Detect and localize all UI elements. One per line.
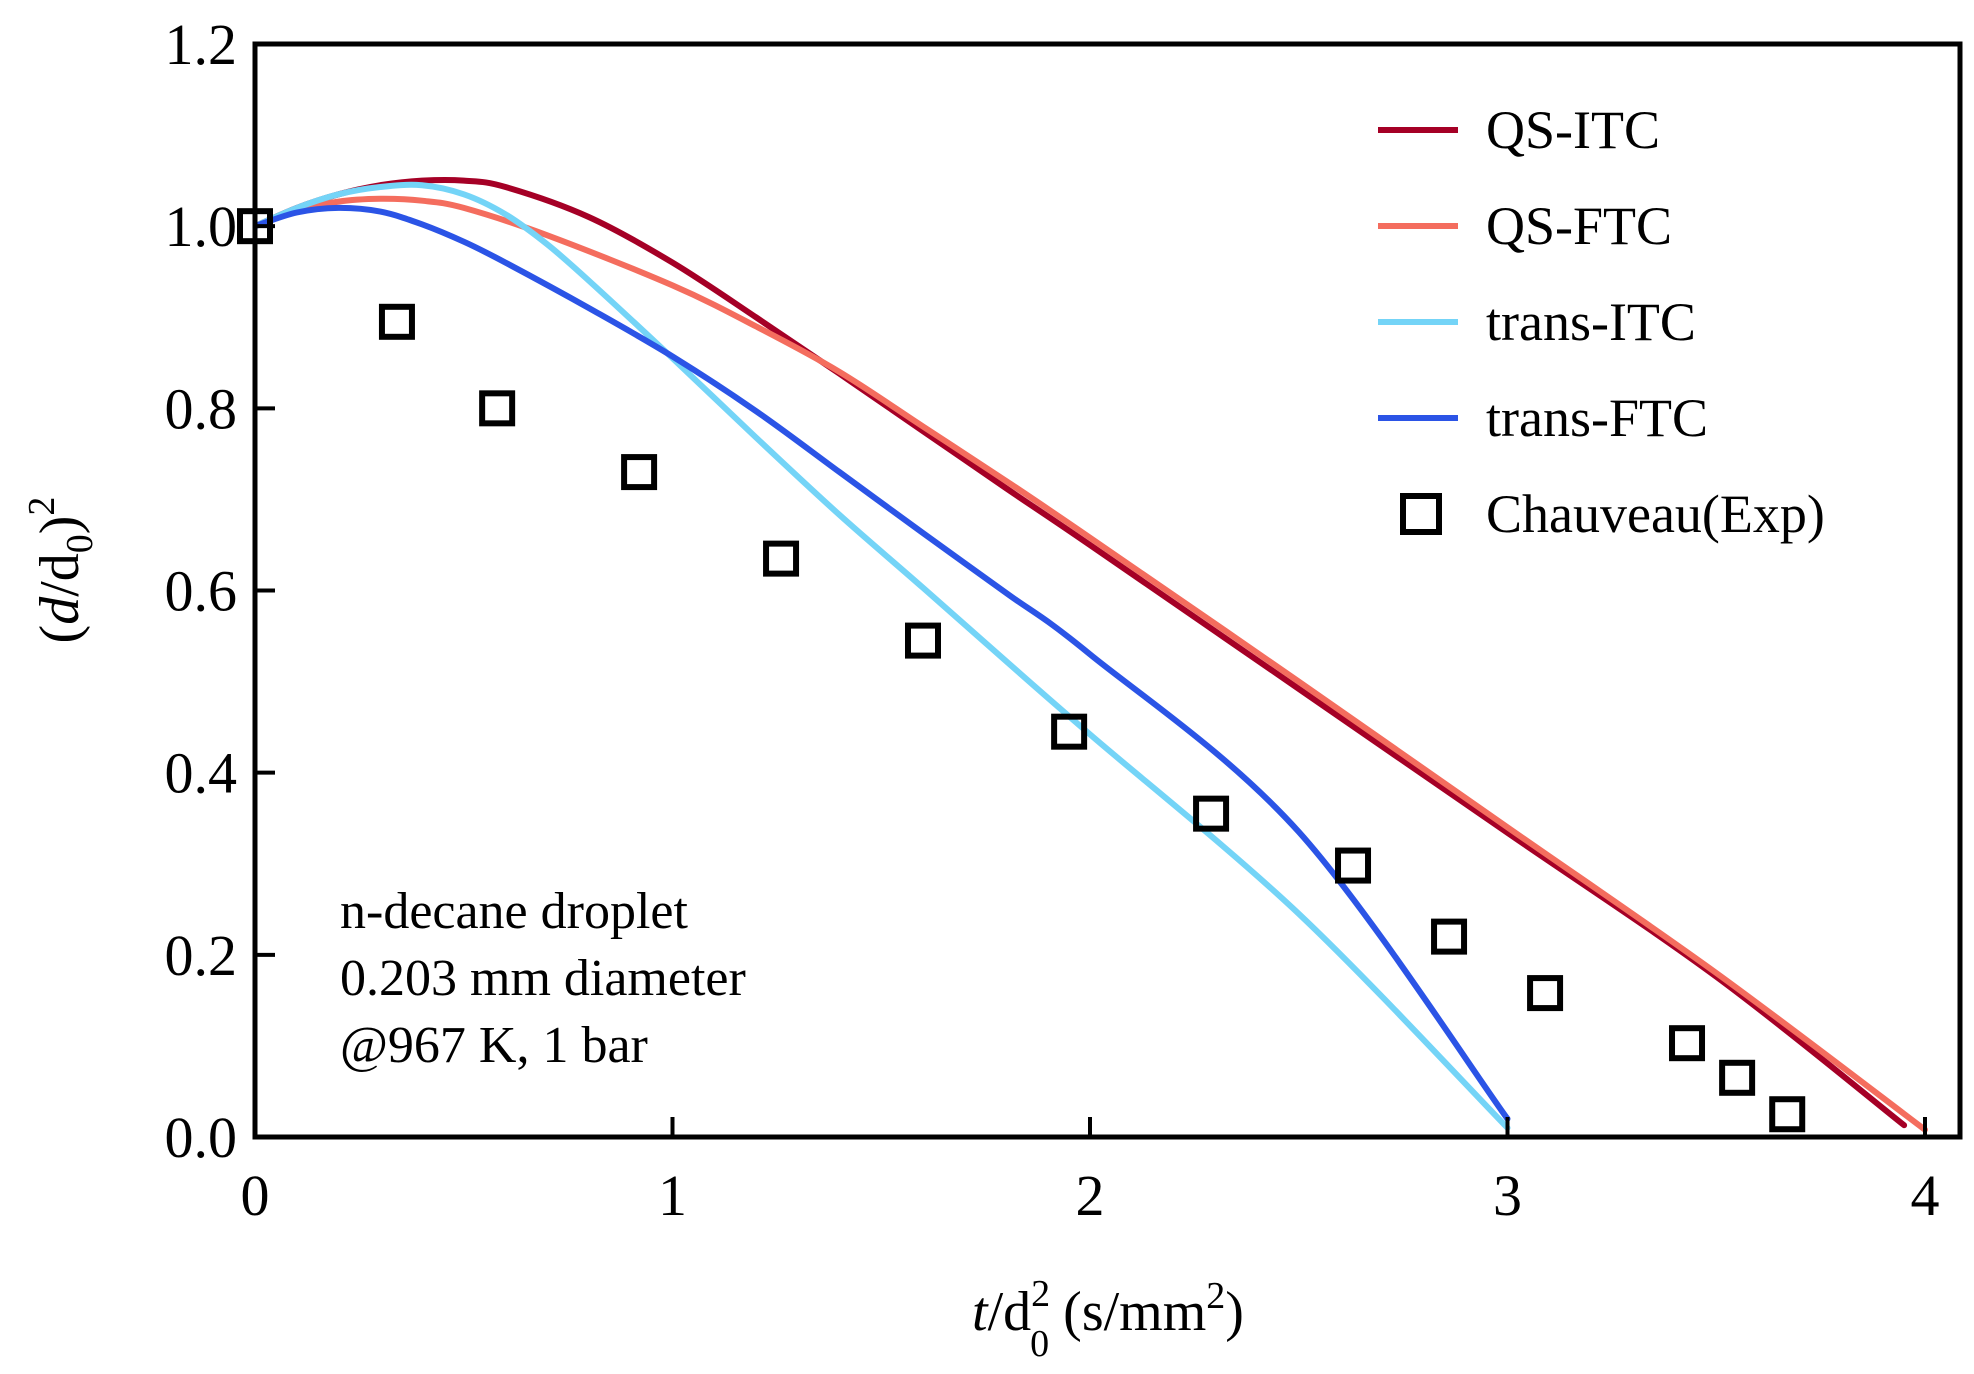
y-tick-label: 0.2 <box>165 923 238 988</box>
legend-label-trans-ftc: trans-FTC <box>1486 388 1708 448</box>
legend-label-qs-ftc: QS-FTC <box>1486 196 1672 256</box>
x-tick-label: 0 <box>241 1163 270 1228</box>
y-tick-label: 0.8 <box>165 376 238 441</box>
y-axis-title: (d/d0)2 <box>21 497 101 644</box>
series-line-trans-itc <box>255 181 1511 1131</box>
data-point-chauveau-exp <box>1719 1059 1756 1096</box>
series-line-qs-ftc <box>255 195 1928 1133</box>
plot-frame <box>252 41 1963 1140</box>
data-point-chauveau-exp <box>763 540 800 577</box>
data-point-chauveau-exp <box>1051 713 1088 750</box>
data-point-chauveau-exp <box>479 390 516 427</box>
data-point-chauveau-exp <box>1335 847 1372 884</box>
data-point-chauveau-exp <box>905 622 941 659</box>
legend-label-qs-itc: QS-ITC <box>1486 100 1660 160</box>
y-tick-label: 1.2 <box>165 12 238 77</box>
x-tick-label: 4 <box>1911 1163 1940 1228</box>
x-tick-label: 2 <box>1076 1163 1105 1228</box>
x-tick-label: 3 <box>1493 1163 1522 1228</box>
annotation-line-1: n-decane droplet <box>340 883 688 940</box>
data-point-chauveau-exp <box>378 303 415 340</box>
x-tick-label: 1 <box>658 1163 687 1228</box>
data-point-chauveau-exp <box>1431 918 1468 955</box>
x-axis-title: t/d2 0 (s/mm2) <box>972 1273 1244 1365</box>
annotation-line-2: 0.203 mm diameter <box>340 950 746 1007</box>
annotation: n-decane droplet 0.203 mm diameter @967 … <box>340 883 746 1074</box>
y-tick-label: 0.6 <box>165 559 238 624</box>
legend-swatch-chauveau-exp <box>1400 493 1442 535</box>
y-tick-label: 0.4 <box>165 741 238 806</box>
series-clip-group <box>255 176 1928 1133</box>
data-point-chauveau-exp <box>1669 1025 1706 1062</box>
legend: QS-ITC QS-FTC trans-ITC trans-FTC Chauveau(E… <box>1378 100 1825 544</box>
annotation-line-3: @967 K, 1 bar <box>340 1017 648 1074</box>
series-line-trans-ftc <box>255 204 1511 1122</box>
legend-label-trans-itc: trans-ITC <box>1486 292 1696 352</box>
y-tick-label: 1.0 <box>165 194 238 259</box>
axes: 0 1 2 3 4 0.0 0.2 0.4 0.6 0.8 1.0 1.2 <box>165 12 1963 1228</box>
data-point-chauveau-exp <box>621 454 658 491</box>
data-point-chauveau-exp <box>1527 975 1564 1012</box>
data-point-chauveau-exp <box>1193 795 1230 832</box>
y-tick-label: 0.0 <box>165 1105 238 1170</box>
legend-label-chauveau-exp: Chauveau(Exp) <box>1486 484 1825 544</box>
data-point-chauveau-exp <box>1769 1096 1806 1133</box>
